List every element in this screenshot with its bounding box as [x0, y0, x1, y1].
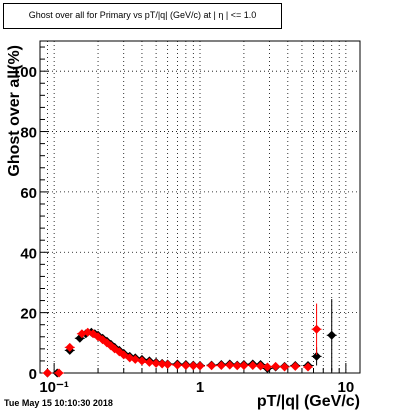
data-point-red [54, 368, 64, 378]
data-point-red [207, 361, 217, 371]
data-point-red [239, 360, 249, 370]
data-point-red [144, 357, 154, 367]
x-tick-label: 10⁻¹ [39, 379, 69, 396]
timestamp: Tue May 15 10:10:30 2018 [4, 398, 113, 408]
y-tick-label: 100 [12, 64, 37, 81]
data-point-red [195, 361, 205, 371]
data-point-black [327, 330, 337, 340]
data-point-red [42, 368, 52, 378]
axes [39, 40, 361, 374]
data-point-red [130, 354, 140, 364]
data-point-red [216, 360, 226, 370]
data-point-red [172, 360, 182, 370]
data-point-black [312, 351, 322, 361]
x-tick-label: 10 [338, 379, 355, 396]
data-point-red [119, 350, 129, 360]
data-point-red [163, 360, 173, 370]
y-tick-label: 20 [20, 306, 37, 323]
data-point-red [290, 361, 300, 371]
data-point-red [256, 361, 266, 371]
data-point-red [137, 356, 147, 366]
data-point-red [225, 360, 235, 370]
chart-title-box: Ghost over all for Primary vs pT/|q| (Ge… [3, 3, 282, 29]
data-point-red [271, 361, 281, 371]
grid [40, 41, 360, 373]
chart-title: Ghost over all for Primary vs pT/|q| (Ge… [28, 10, 257, 20]
y-tick-label: 80 [20, 125, 37, 142]
plot-frame [39, 40, 361, 374]
y-tick-label: 0 [29, 366, 37, 383]
y-tick-label: 40 [20, 245, 37, 262]
data-series [42, 299, 337, 378]
data-point-red [181, 360, 191, 370]
data-point-red [312, 324, 322, 334]
data-point-red [188, 361, 198, 371]
data-point-red [151, 358, 161, 368]
data-point-red [157, 359, 167, 369]
data-point-red [303, 362, 313, 372]
x-tick-label: 1 [196, 379, 204, 396]
data-point-red [65, 342, 75, 352]
data-point-red [248, 360, 258, 370]
y-axis-label: Ghost over all(%) [6, 45, 23, 177]
data-point-red [262, 362, 272, 372]
data-point-red [280, 362, 290, 372]
x-axis-label: pT/|q| (GeV/c) [257, 393, 360, 410]
data-point-red [232, 361, 242, 371]
y-tick-label: 60 [20, 185, 37, 202]
